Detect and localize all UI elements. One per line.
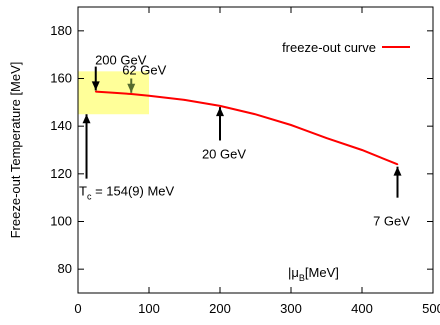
ann-200gev-arrow-head xyxy=(91,81,100,91)
tc-label-main: T xyxy=(79,184,87,199)
svg-text:|μB[MeV]: |μB[MeV] xyxy=(288,265,339,283)
x-tick-label: 300 xyxy=(280,301,302,316)
y-tick-label: 140 xyxy=(50,118,72,133)
y-tick-label: 120 xyxy=(50,166,72,181)
legend-label: freeze-out curve xyxy=(282,40,376,55)
curve-point xyxy=(396,163,399,166)
ann-62gev-label: 62 GeV xyxy=(122,63,166,78)
curve-points xyxy=(94,90,399,166)
x-tick-label: 500 xyxy=(422,301,440,316)
curve-point xyxy=(183,99,186,101)
y-ticks: 80 100 120 140 160 180 xyxy=(50,23,433,276)
plot-frame xyxy=(77,6,434,294)
x-tick-label: 0 xyxy=(74,301,81,316)
curve-point xyxy=(94,90,97,93)
x-axis-label: |μB[MeV] xyxy=(288,265,339,283)
ann-7gev: 7 GeV xyxy=(373,166,410,229)
ann-20gev-arrow-head xyxy=(216,107,224,117)
curve-point xyxy=(290,124,292,126)
x-tick-label: 400 xyxy=(351,301,373,316)
x-tick-label: 100 xyxy=(138,301,160,316)
ann-20gev-label: 20 GeV xyxy=(202,146,246,161)
ann-20gev: 20 GeV xyxy=(202,107,246,161)
ann-200gev: 200 GeV xyxy=(91,53,147,91)
x-tick-label: 200 xyxy=(209,301,231,316)
ann-200gev-label: 200 GeV xyxy=(95,53,147,68)
curve-point xyxy=(254,113,257,116)
ann-tc-arrow-head xyxy=(82,114,91,124)
tc-label-rest: = 154(9) MeV xyxy=(91,184,174,199)
ann-tc-label: Tc = 154(9) MeV xyxy=(79,184,175,202)
curve-point xyxy=(112,92,115,94)
x-axis-label-sub: B xyxy=(299,273,305,283)
curve-point xyxy=(148,94,150,97)
ann-7gev-label: 7 GeV xyxy=(373,214,410,229)
y-axis-label: Freeze-out Temperature [MeV] xyxy=(8,62,23,239)
tc-label-sub: c xyxy=(87,192,92,202)
curve-point xyxy=(361,149,363,151)
y-tick-label: 80 xyxy=(58,261,72,276)
y-tick-label: 100 xyxy=(50,214,72,229)
ann-7gev-arrow-head xyxy=(393,166,402,176)
curve-point xyxy=(219,105,221,107)
y-tick-label: 180 xyxy=(50,23,72,38)
y-tick-label: 160 xyxy=(50,71,72,86)
curve-point xyxy=(325,137,328,139)
ann-tc: Tc = 154(9) MeV xyxy=(79,114,175,202)
legend: freeze-out curve xyxy=(282,40,410,55)
x-ticks: 0 100 200 300 400 500 xyxy=(74,7,440,316)
x-axis-label-unit: [MeV] xyxy=(305,265,339,280)
x-axis-label-base: μ xyxy=(291,265,299,280)
ann-62gev-arrow-head xyxy=(127,83,136,93)
ann-62gev: 62 GeV xyxy=(122,63,167,93)
curve-point xyxy=(130,93,133,95)
